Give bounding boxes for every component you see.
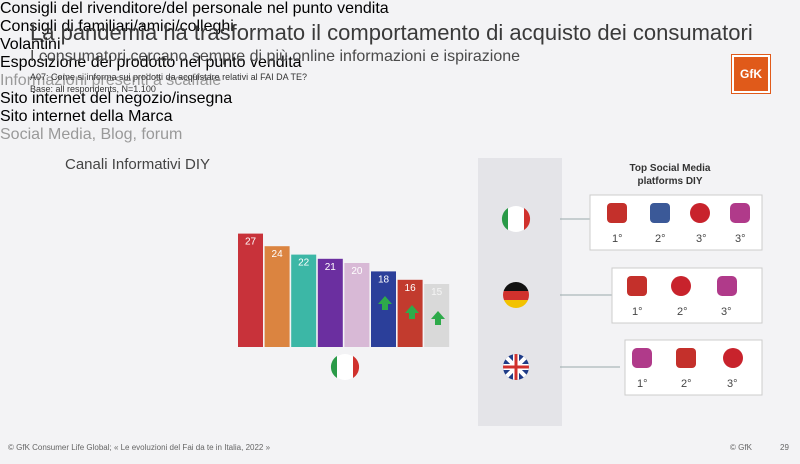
flag-uk xyxy=(503,354,529,380)
base: Base: all respondents, N=1.100 xyxy=(30,84,156,94)
legend-item: Sito internet del negozio/insegna xyxy=(0,90,233,107)
page-number: 29 xyxy=(780,443,789,452)
bars: 27 24 22 21 20 18 16 15 xyxy=(238,233,450,347)
bar xyxy=(238,233,263,347)
rank-label: 1° xyxy=(637,378,648,390)
bar xyxy=(291,254,317,347)
rank-label: 3° xyxy=(696,233,707,245)
bar xyxy=(317,258,343,347)
subtitle: I consumatori cercano sempre di più onli… xyxy=(30,48,521,65)
chart-title: Canali Informativi DIY xyxy=(65,156,211,173)
rank-label: 2° xyxy=(681,378,692,390)
legend-item: Consigli di familiari/amici/colleghi xyxy=(0,18,234,35)
flag-italy-small xyxy=(330,354,360,380)
rank-label: 2° xyxy=(655,233,666,245)
data-label: 16 xyxy=(405,283,417,294)
flag-italy xyxy=(501,206,531,232)
bar xyxy=(344,263,370,347)
legend-item: Sito internet della Marca xyxy=(0,108,173,125)
title: La pandemia ha trasformato il comportame… xyxy=(30,20,753,45)
footer-source: © GfK Consumer Life Global; « Le evoluzi… xyxy=(8,443,271,452)
rank-label: 3° xyxy=(727,378,738,390)
bar xyxy=(264,246,290,347)
rank-label: 3° xyxy=(735,233,746,245)
logo: GfK xyxy=(731,54,771,94)
social-title: Top Social Media platforms DIY xyxy=(629,163,711,187)
footer-copyright: © GfK xyxy=(730,443,752,452)
data-label: 21 xyxy=(325,262,337,273)
legend-item: Volantini xyxy=(0,36,61,53)
legend: Consigli del rivenditore/del personale n… xyxy=(0,0,800,144)
data-label: 22 xyxy=(298,258,310,269)
trend-arrows xyxy=(378,296,445,325)
social-icons xyxy=(607,203,750,368)
question: A07: Come si informa sui prodotti da acq… xyxy=(30,72,307,82)
data-label: 27 xyxy=(245,237,257,248)
legend-item: Esposizione del prodotto nel punto vendi… xyxy=(0,54,302,71)
rank-label: 1° xyxy=(612,233,623,245)
data-label: 18 xyxy=(378,274,390,285)
legend-item: Social Media, Blog, forum xyxy=(0,126,183,143)
rank-label: 2° xyxy=(677,306,688,318)
data-label: 15 xyxy=(431,287,443,298)
legend-item: Consigli del rivenditore/del personale n… xyxy=(0,0,389,17)
data-label: 20 xyxy=(351,266,363,277)
flag-germany xyxy=(503,282,529,308)
rank-label: 1° xyxy=(632,306,643,318)
data-label: 24 xyxy=(272,249,284,260)
rank-label: 3° xyxy=(721,306,732,318)
legend-item: Informazioni presenti a scaffale xyxy=(0,72,222,89)
